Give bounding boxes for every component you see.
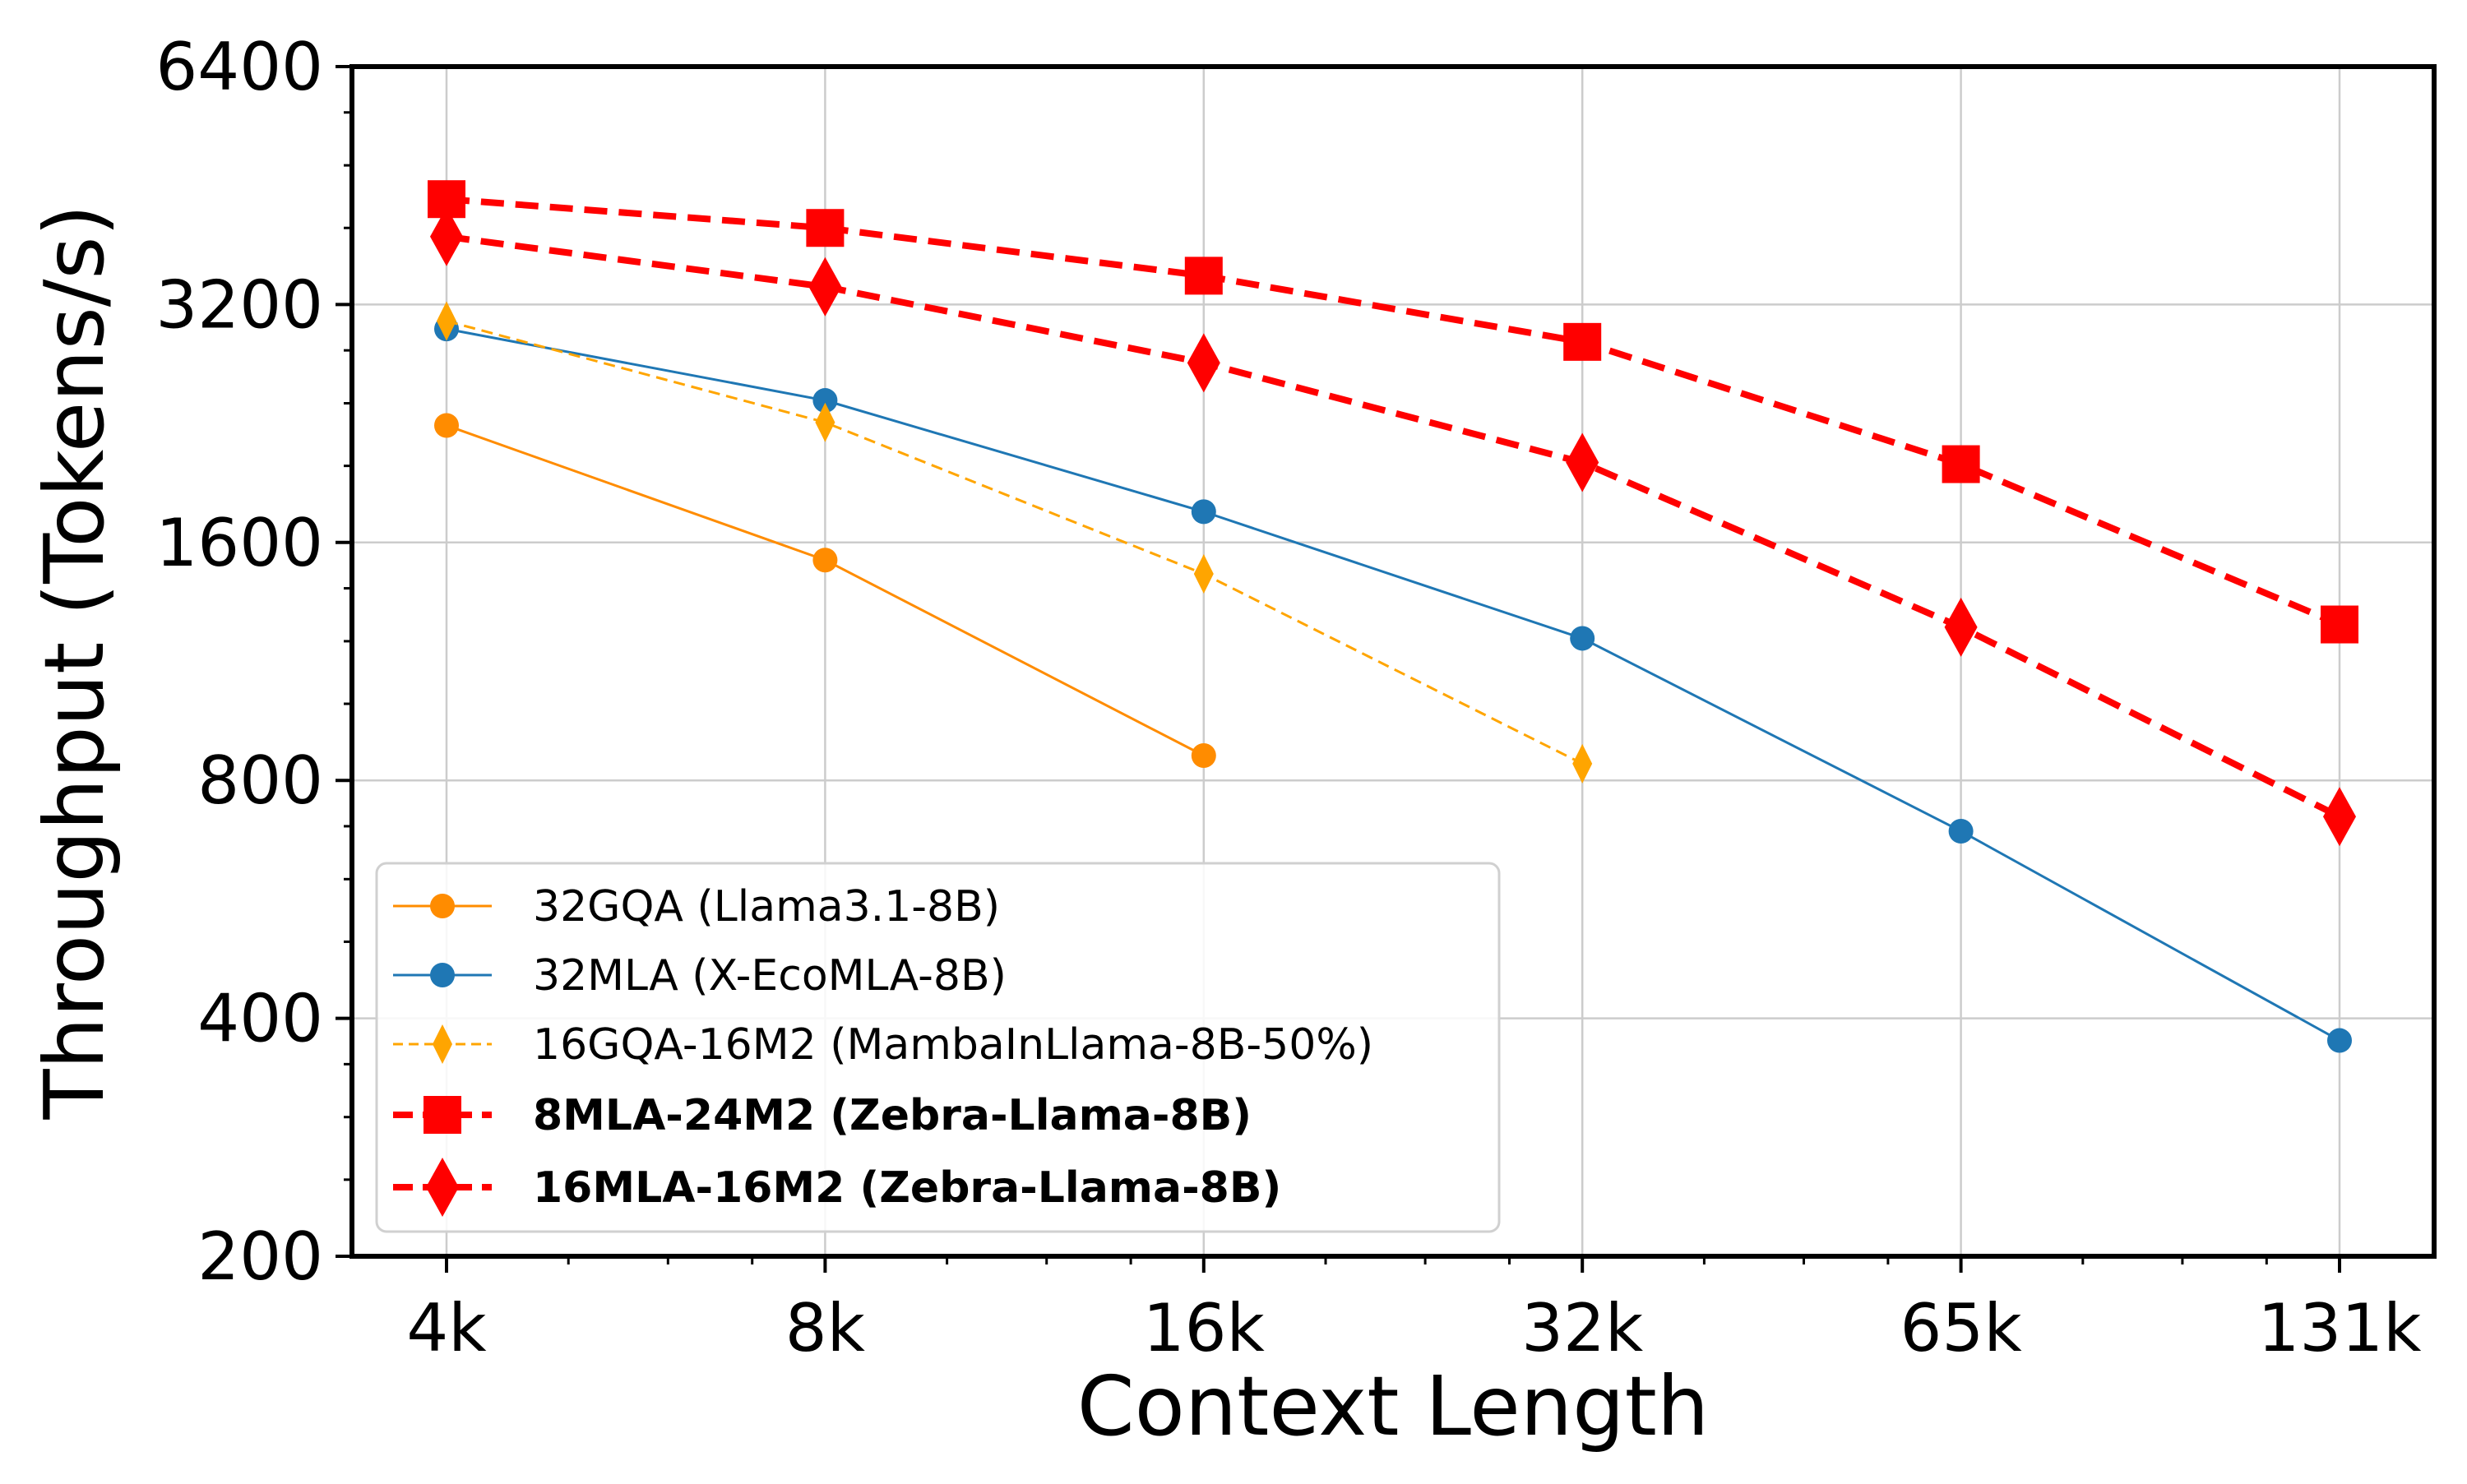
data-point [437, 301, 456, 341]
legend: 32GQA (Llama3.1-8B) 32MLA (X-EcoMLA-8B) 16… [375, 862, 1501, 1233]
data-point [1566, 432, 1599, 492]
series-2 [434, 317, 2352, 1053]
legend-marker [430, 894, 455, 918]
legend-entry: 32MLA (X-EcoMLA-8B) [393, 951, 1007, 1001]
data-point [1191, 499, 1216, 525]
legend-entry: 16GQA-16M2 (MambaInLlama-8B-50%) [393, 1020, 1373, 1070]
legend-marker [424, 1096, 461, 1134]
legend-entry: 16MLA-16M2 (Zebra-Llama-8B) [393, 1158, 1281, 1217]
series-5 [430, 206, 2356, 847]
data-point [1193, 554, 1214, 594]
data-point [434, 413, 459, 438]
legend-marker [426, 1158, 459, 1217]
series-1 [434, 413, 1216, 769]
legend-box [375, 862, 1501, 1233]
series-4 [428, 180, 2358, 644]
data-point [808, 257, 842, 317]
data-point [1184, 257, 1223, 295]
series-line [446, 196, 2341, 628]
series-line [446, 233, 2341, 820]
legend-label: 16GQA-16M2 (MambaInLlama-8B-50%) [533, 1020, 1373, 1070]
data-point [1570, 626, 1595, 651]
legend-marker [433, 1024, 452, 1064]
data-point [1948, 818, 1974, 844]
data-point [815, 402, 835, 442]
series-lines [428, 180, 2358, 1053]
series-3 [437, 301, 1593, 784]
data-point [2323, 787, 2356, 847]
data-point [812, 388, 838, 414]
data-point [1187, 333, 1220, 393]
data-point [1944, 597, 1978, 657]
y-axis-title: Throughput (Tokens/s) [26, 204, 123, 1120]
x-tick-label: 32k [1521, 1290, 1644, 1366]
data-point [2321, 605, 2358, 644]
data-point [1563, 322, 1602, 361]
y-tick-label: 400 [197, 981, 323, 1057]
data-point [812, 548, 838, 573]
plot-frame [349, 64, 2437, 1259]
series-line [446, 327, 2340, 1042]
legend-label: 8MLA-24M2 (Zebra-Llama-8B) [533, 1091, 1252, 1140]
y-tick-label: 800 [197, 742, 323, 819]
data-point [1572, 743, 1593, 784]
y-tick-label: 1600 [155, 505, 323, 581]
data-point [1942, 445, 1980, 483]
x-tick-label: 16k [1143, 1290, 1266, 1366]
legend-label: 16MLA-16M2 (Zebra-Llama-8B) [533, 1163, 1281, 1213]
legend-label: 32MLA (X-EcoMLA-8B) [533, 951, 1007, 1001]
y-tick-label: 200 [197, 1218, 323, 1295]
legend-entry: 8MLA-24M2 (Zebra-Llama-8B) [393, 1091, 1252, 1140]
legend-entry: 32GQA (Llama3.1-8B) [393, 882, 1000, 932]
x-tick-label: 131k [2257, 1290, 2422, 1366]
x-tick-label: 8k [785, 1290, 866, 1366]
x-tick-label: 65k [1900, 1290, 2023, 1366]
legend-label: 32GQA (Llama3.1-8B) [533, 882, 1000, 932]
data-point [430, 206, 463, 266]
legend-marker [430, 963, 455, 987]
x-tick-label: 4k [406, 1290, 487, 1366]
axis-ticks: 4k 8k 16k 32k 65k 131k 200 400 800 1600 3200 6400 [155, 29, 2422, 1366]
data-point [806, 209, 845, 247]
y-tick-label: 3200 [155, 266, 323, 343]
data-point [1191, 743, 1216, 769]
x-axis-title: Context Length [1077, 1358, 1709, 1454]
data-point [2327, 1028, 2352, 1053]
y-tick-label: 6400 [155, 29, 323, 105]
